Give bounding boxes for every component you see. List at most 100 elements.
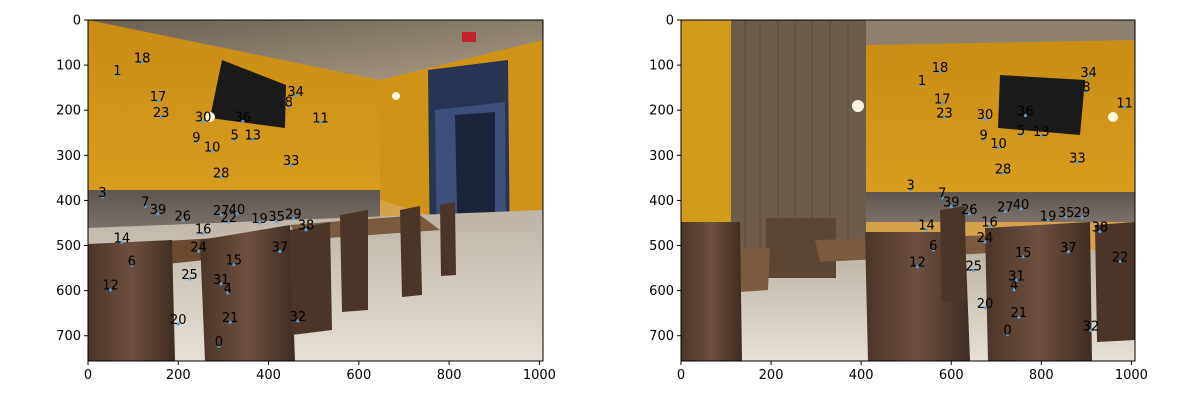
right-keypoint-marker — [987, 224, 992, 229]
left-keypoint-label: 15 — [226, 253, 243, 268]
left-keypoint-label: 7 — [141, 195, 149, 210]
left-keypoint-label: 16 — [195, 222, 212, 237]
right-keypoint-label: 7 — [938, 187, 946, 202]
left-keypoint-marker — [140, 60, 144, 64]
left-ytick-label: 300 — [56, 149, 81, 164]
right-keypoint-label: 5 — [1017, 124, 1025, 139]
right-keypoint-marker — [920, 83, 924, 87]
right-keypoint-marker — [996, 146, 1001, 150]
right-keypoint-marker — [982, 137, 986, 142]
left-keypoint-marker — [296, 319, 300, 323]
right-keypoint-marker — [983, 117, 987, 121]
right-keypoint-marker — [983, 306, 987, 310]
right-keypoint-marker — [1019, 207, 1023, 211]
right-xtick-label: 200 — [759, 368, 784, 383]
right-xtick-label: 600 — [939, 368, 964, 383]
right-keypoint-label: 16 — [981, 216, 998, 231]
left-keypoint-marker — [159, 115, 163, 119]
right-keypoint-marker — [1021, 255, 1025, 259]
right-keypoint-marker — [1123, 105, 1127, 110]
left-keypoint-label: 4 — [224, 282, 232, 297]
right-keypoint-label: 37 — [1060, 241, 1077, 256]
right-keypoint-label: 10 — [990, 137, 1007, 152]
right-xtick-label: 400 — [849, 368, 874, 383]
right-keypoint-marker — [1046, 218, 1050, 222]
right-keypoint-label: 4 — [1010, 279, 1018, 294]
left-keypoint-label: 39 — [150, 203, 167, 218]
left-keypoint-marker — [257, 221, 262, 225]
left-keypoint-label: 10 — [204, 140, 221, 155]
left-keypoint-label: 37 — [272, 240, 289, 255]
left-keypoint-label: 40 — [229, 203, 246, 218]
right-keypoint-label: 35 — [1058, 206, 1075, 221]
left-keypoint-label: 19 — [251, 212, 268, 227]
right-keypoint-marker — [931, 248, 935, 252]
left-keypoint-marker — [201, 231, 205, 235]
left-keypoint-marker — [115, 73, 119, 77]
right-keypoint-marker — [1012, 288, 1016, 292]
left-xtick-label: 1000 — [523, 368, 556, 383]
right-keypoint-label: 3 — [907, 179, 915, 194]
right-keypoint-label: 34 — [1080, 66, 1097, 81]
right-ytick-label: 200 — [649, 104, 674, 119]
left-keypoint-label: 24 — [190, 240, 207, 255]
left-keypoint-marker — [219, 175, 223, 180]
right-ytick-label: 300 — [649, 149, 674, 164]
right-keypoint-label: 32 — [1083, 319, 1100, 334]
right-keypoint-marker — [1014, 278, 1019, 282]
right-keypoint-label: 22 — [1112, 250, 1129, 265]
left-xtick-label: 600 — [346, 368, 371, 383]
left-keypoint-label: 21 — [222, 311, 239, 326]
left-keypoint-marker — [291, 216, 295, 221]
right-keypoint-label: 39 — [943, 196, 960, 211]
right-keypoint-label: 25 — [965, 259, 982, 274]
left-keypoint-marker — [294, 94, 298, 98]
right-xtick-label: 800 — [1029, 368, 1054, 383]
left-keypoint-marker — [100, 195, 105, 199]
right-keypoint-marker — [1084, 89, 1088, 93]
right-keypoint-marker — [1001, 171, 1005, 175]
left-keypoint-marker — [196, 249, 201, 253]
left-ytick-label: 100 — [56, 59, 81, 74]
left-keypoint-label: 38 — [298, 219, 315, 234]
left-keypoint-label: 34 — [287, 85, 304, 100]
right-keypoint-label: 13 — [1033, 125, 1050, 140]
right-keypoint-label: 6 — [929, 239, 937, 254]
left-keypoint-marker — [217, 344, 221, 348]
right-keypoint-marker — [1019, 133, 1023, 137]
left-keypoint-marker — [219, 282, 223, 286]
left-ytick-label: 600 — [56, 284, 81, 299]
right-keypoint-label: 38 — [1092, 221, 1109, 236]
left-keypoint-label: 1 — [113, 64, 121, 79]
left-keypoint-marker — [143, 204, 147, 208]
left-ytick-label: 400 — [56, 194, 81, 209]
right-axes-frame — [680, 19, 1136, 362]
left-keypoint-label: 25 — [181, 268, 198, 283]
left-keypoint-marker — [120, 240, 124, 244]
left-ytick-label: 0 — [73, 14, 81, 29]
left-keypoint-marker — [275, 219, 279, 223]
left-xtick-label: 200 — [166, 368, 191, 383]
left-keypoint-label: 5 — [231, 129, 239, 144]
left-keypoint-label: 18 — [134, 51, 151, 66]
left-ytick-label: 700 — [56, 329, 81, 344]
right-keypoint-label: 18 — [932, 61, 949, 76]
left-keypoint-marker — [232, 262, 236, 267]
left-keypoint-marker — [241, 119, 245, 124]
left-keypoint-marker — [156, 212, 160, 216]
left-keypoint-marker — [130, 263, 134, 267]
right-keypoint-marker — [1039, 134, 1043, 138]
right-keypoint-marker — [1064, 215, 1068, 219]
right-keypoint-label: 24 — [977, 231, 994, 246]
right-keypoint-label: 21 — [1011, 306, 1028, 321]
right-keypoint-marker — [938, 70, 942, 74]
right-keypoint-marker — [1017, 315, 1021, 319]
left-keypoint-label: 22 — [221, 211, 238, 226]
right-keypoint-label: 20 — [977, 297, 994, 312]
left-keypoint-label: 32 — [290, 310, 307, 325]
left-keypoint-label: 8 — [285, 96, 293, 111]
left-keypoint-label: 6 — [128, 254, 136, 269]
right-keypoint-label: 11 — [1116, 97, 1133, 112]
right-keypoint-label: 36 — [1017, 105, 1034, 120]
